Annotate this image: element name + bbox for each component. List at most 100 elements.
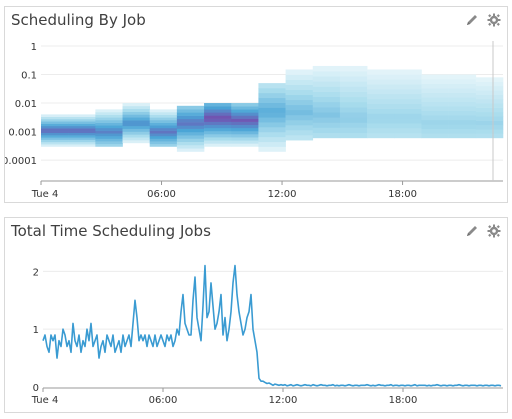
- heatmap-cell: [339, 107, 368, 113]
- heatmap-cell: [448, 79, 477, 84]
- panel-header: Total Time Scheduling Jobs: [5, 218, 507, 246]
- heatmap-cell: [68, 130, 96, 134]
- heatmap-cell: [149, 109, 178, 113]
- heatmap-cell: [448, 88, 477, 93]
- pencil-icon[interactable]: [465, 13, 479, 27]
- heatmap-cell: [475, 77, 504, 82]
- heatmap-cell: [231, 143, 259, 147]
- heatmap-cell: [41, 141, 69, 145]
- heatmap-cell: [339, 101, 368, 108]
- pencil-icon[interactable]: [465, 224, 479, 238]
- heatmap-cell: [176, 109, 205, 113]
- heatmap-cell: [448, 124, 477, 130]
- heatmap-cell: [68, 132, 96, 136]
- heatmap-cell: [176, 128, 205, 133]
- heatmap-cell: [95, 130, 123, 134]
- gear-icon[interactable]: [487, 13, 501, 27]
- heatmap-cell: [41, 128, 69, 131]
- heatmap-cell: [95, 138, 123, 142]
- heatmap-cell: [95, 125, 123, 129]
- heatmap-cell: [421, 97, 449, 102]
- heatmap-cell: [258, 117, 286, 123]
- heatmap-cell: [122, 114, 151, 118]
- heatmap-cell: [122, 103, 151, 107]
- heatmap-cell: [68, 114, 96, 117]
- heatmap-cell: [475, 85, 504, 91]
- heatmap-cell: [367, 103, 395, 109]
- heatmap-cell: [68, 121, 96, 124]
- heatmap-cell: [204, 140, 232, 144]
- heatmap-cell: [448, 97, 477, 102]
- heatmap-cell: [68, 135, 96, 138]
- heatmap-cell: [41, 125, 69, 129]
- heatmap-cell: [231, 118, 259, 122]
- heatmap-cell: [122, 131, 151, 135]
- heatmap-cell: [95, 114, 123, 118]
- heatmap-cell: [68, 137, 96, 140]
- y-tick-label: 0: [33, 383, 39, 394]
- heatmap-cell: [339, 122, 368, 128]
- x-tick-label: 12:00: [269, 395, 298, 406]
- heatmap-cell: [421, 79, 449, 84]
- heatmap-cell: [339, 76, 368, 82]
- heatmap-cell: [176, 148, 205, 152]
- heatmap-cell: [68, 141, 96, 145]
- heatmap-cell: [421, 92, 449, 98]
- heatmap-cell: [339, 127, 368, 134]
- heatmap-cell: [448, 101, 477, 107]
- heatmap-cell: [285, 130, 314, 136]
- heatmap-cell: [258, 127, 286, 133]
- heatmap-cell: [176, 105, 205, 110]
- heatmap-cell: [448, 110, 477, 116]
- heatmap-cell: [475, 120, 504, 126]
- heatmap-cell: [41, 144, 69, 147]
- heatmap-cell: [258, 107, 286, 113]
- heatmap-cell: [394, 84, 422, 90]
- heatmap-cell: [448, 128, 477, 134]
- heatmap-cell: [41, 118, 69, 122]
- heatmap-cell: [448, 92, 477, 98]
- heatmap-cell: [285, 109, 314, 116]
- heatmap-cell: [475, 124, 504, 130]
- line-chart: 0 1 2 Tue 4 06:00 12:00 18:00: [31, 264, 503, 406]
- heatmap-cell: [231, 134, 259, 138]
- heatmap-cell: [122, 105, 151, 110]
- heatmap-cell: [312, 132, 341, 139]
- heatmap-cell: [122, 125, 151, 129]
- x-tick-label: 06:00: [147, 189, 176, 200]
- heatmap-cell: [41, 114, 69, 117]
- heatmap-cell: [475, 90, 504, 95]
- heatmap-cell: [475, 116, 504, 121]
- heatmap-cell: [149, 143, 178, 147]
- heatmap-cell: [149, 119, 178, 123]
- heatmap-cell: [149, 125, 178, 129]
- heatmap-cell: [258, 141, 286, 147]
- gear-icon[interactable]: [487, 224, 501, 238]
- heatmap-cell: [95, 117, 123, 121]
- x-tick-label: 06:00: [149, 395, 178, 406]
- heatmap-cell: [339, 132, 368, 139]
- heatmap-cell: [231, 127, 259, 132]
- heatmap-cell: [204, 118, 232, 122]
- heatmap-cell: [312, 101, 341, 108]
- heatmap-cell: [204, 134, 232, 138]
- heatmap-cell: [367, 74, 395, 80]
- heatmap-cell: [394, 123, 422, 129]
- heatmap-cell: [285, 135, 314, 141]
- panel-title: Total Time Scheduling Jobs: [11, 222, 211, 240]
- heatmap-cell: [394, 113, 422, 119]
- heatmap-cell: [285, 104, 314, 111]
- heatmap-cell: [285, 69, 314, 75]
- heatmap-cell: [176, 115, 205, 120]
- heatmap-cell: [204, 130, 232, 135]
- panel-header: Scheduling By Job: [5, 7, 507, 35]
- total-time-scheduling-jobs-panel: Total Time Scheduling Jobs 0 1 2 Tue 4 06:00…: [4, 217, 508, 413]
- heatmap-cell: [394, 89, 422, 95]
- heatmap-cell: [285, 99, 314, 106]
- y-tick-label: 2: [33, 267, 39, 278]
- heatmap-cell: [394, 118, 422, 124]
- heatmap-cell: [41, 123, 69, 127]
- heatmap-cell: [367, 84, 395, 90]
- heatmap-cell: [312, 86, 341, 92]
- heatmap-cell: [204, 137, 232, 141]
